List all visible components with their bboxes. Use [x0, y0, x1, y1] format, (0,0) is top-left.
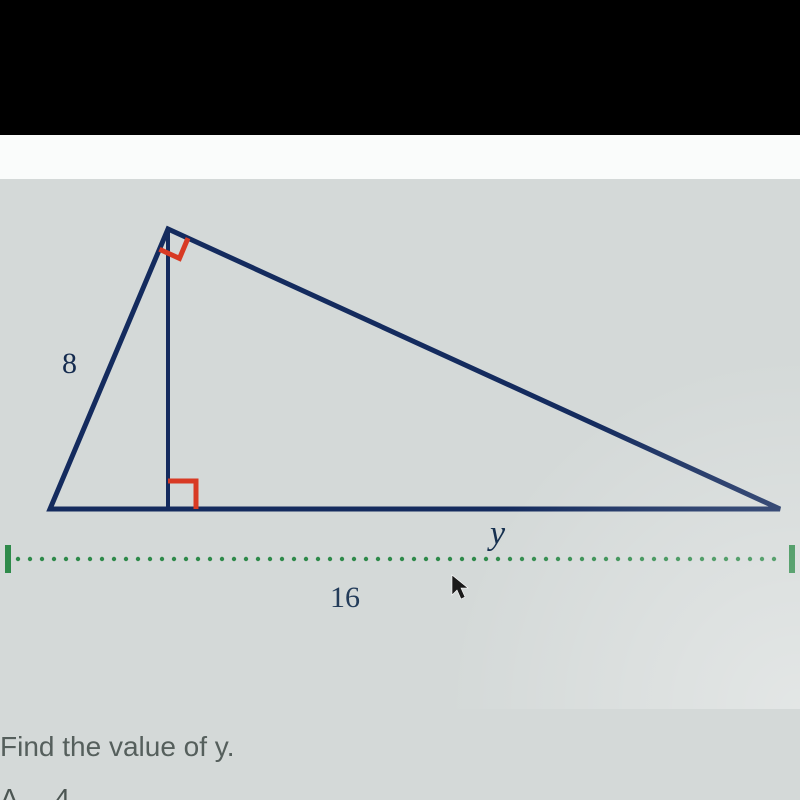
- question-text: Find the value of y.: [0, 731, 235, 763]
- answer-choice-a[interactable]: A. 4: [0, 783, 70, 800]
- label-16: 16: [330, 581, 360, 615]
- content-area: 8 y 16 Find the value of y. A. 4: [0, 135, 800, 800]
- question-label: Find the value of y.: [0, 731, 235, 762]
- label-y: y: [490, 515, 505, 553]
- diagram-svg: [0, 179, 800, 709]
- top-black-border: [0, 0, 800, 135]
- label-8: 8: [62, 347, 77, 381]
- cursor-icon: [450, 573, 472, 603]
- answer-value: 4: [54, 783, 70, 800]
- triangle-diagram: 8 y 16: [0, 179, 800, 709]
- answer-letter: A.: [0, 783, 26, 800]
- header-band: [0, 135, 800, 179]
